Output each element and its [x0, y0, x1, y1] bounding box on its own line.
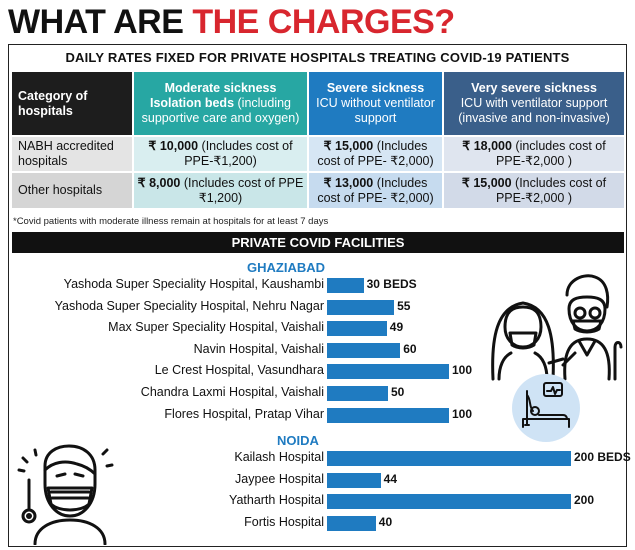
header-severe: Severe sickness ICU without ventilator s…	[307, 72, 443, 136]
facility-label: Kailash Hospital	[234, 450, 324, 464]
bed-bar	[327, 321, 387, 337]
rate-amount: ₹ 10,000	[148, 139, 199, 153]
facility-label: Fortis Hospital	[244, 514, 324, 529]
infographic-frame: DAILY RATES FIXED FOR PRIVATE HOSPITALS …	[8, 44, 631, 547]
bed-value-label: 200 BEDS	[574, 450, 631, 464]
header-moderate-bold-sub: Isolation beds	[149, 96, 235, 110]
rate-note: (Includes cost of PPE- ₹2,000)	[317, 175, 434, 205]
bed-bar	[327, 451, 571, 466]
facility-label: Yashoda Super Speciality Hospital, Nehru…	[54, 298, 324, 313]
table-subtitle: DAILY RATES FIXED FOR PRIVATE HOSPITALS …	[65, 50, 570, 65]
facility-label: Navin Hospital, Vaishali	[193, 341, 324, 356]
row-category: NABH accredited hospitals	[12, 135, 133, 172]
facility-label: Max Super Speciality Hospital, Vaishali	[108, 320, 324, 335]
header-very-severe-title: Very severe sickness	[471, 81, 597, 95]
header-severe-title: Severe sickness	[326, 81, 425, 95]
rates-table: Category of hospitals Moderate sickness …	[12, 72, 624, 208]
facility-label: Jaypee Hospital	[235, 471, 324, 486]
facility-label: Flores Hospital, Pratap Vihar	[164, 406, 324, 421]
rate-amount: ₹ 15,000	[323, 139, 374, 153]
elderly-couple-masked-illustration	[491, 274, 623, 381]
bed-value-label: 49	[389, 320, 404, 335]
rates-row-nabh: NABH accredited hospitals ₹ 10,000 (Incl…	[12, 135, 624, 172]
bed-bar	[327, 494, 571, 510]
rate-cell: ₹ 15,000 (Includes cost of PPE-₹2,000 )	[442, 171, 624, 208]
masked-man-thermometer-illustration	[17, 444, 114, 545]
bed-bar	[327, 342, 401, 358]
facilities-title: PRIVATE COVID FACILITIES	[12, 232, 624, 253]
rate-cell: ₹ 8,000 (Includes cost of PPE ₹1,200)	[132, 171, 308, 208]
rate-amount: ₹ 15,000	[461, 175, 512, 190]
bed-bar	[327, 472, 381, 488]
bed-bar	[327, 364, 449, 380]
rate-cell: ₹ 15,000 (Includes cost of PPE- ₹2,000)	[307, 135, 443, 172]
rate-note: (includes cost of PPE-₹2,000 )	[495, 139, 606, 168]
facility-label: Yatharth Hospital	[229, 493, 324, 508]
section-header: NOIDA	[277, 433, 319, 448]
bed-value-label: 30 BEDS	[366, 277, 417, 291]
headline: WHAT ARE THE CHARGES?	[8, 2, 455, 42]
footnote: *Covid patients with moderate illness re…	[13, 216, 329, 227]
header-moderate-title: Moderate sickness	[164, 81, 277, 95]
facility-label: Yashoda Super Speciality Hospital, Kaush…	[63, 277, 324, 291]
bed-value-label: 100	[452, 363, 473, 378]
bed-value-label: 55	[397, 298, 411, 313]
bed-value-label: 44	[383, 471, 398, 486]
bed-value-label: 100	[452, 406, 473, 421]
rate-amount: ₹ 18,000	[462, 139, 512, 153]
section-header: GHAZIABAD	[247, 260, 325, 275]
facility-label: Le Crest Hospital, Vasundhara	[154, 363, 324, 378]
headline-part-2: THE CHARGES?	[192, 3, 455, 41]
bed-bar	[327, 407, 449, 423]
header-very-severe-sub: ICU with ventilator support (invasive an…	[458, 96, 610, 125]
rate-cell: ₹ 13,000 (Includes cost of PPE- ₹2,000)	[307, 171, 443, 208]
bed-bar	[327, 515, 376, 531]
header-category: Category of hospitals	[12, 72, 133, 136]
bed-value-label: 200	[574, 493, 595, 508]
headline-part-1: WHAT ARE	[8, 3, 193, 41]
rate-note: (Includes cost of PPE-₹2,000 )	[495, 175, 607, 205]
header-moderate-sub: (including supportive care and oxygen)	[141, 96, 300, 125]
rate-cell: ₹ 10,000 (Includes cost of PPE-₹1,200)	[132, 135, 308, 172]
rates-header-row: Category of hospitals Moderate sickness …	[12, 72, 624, 136]
rate-amount: ₹ 13,000	[323, 175, 374, 190]
header-severe-sub: ICU without ventilator support	[316, 96, 435, 125]
rates-row-other: Other hospitals ₹ 8,000 (Includes cost o…	[12, 171, 624, 208]
bed-value-label: 50	[391, 385, 405, 399]
rate-amount: ₹ 8,000	[137, 175, 181, 190]
row-category: Other hospitals	[12, 171, 133, 208]
bed-bar	[327, 299, 395, 315]
bed-bar	[327, 278, 364, 293]
header-moderate: Moderate sickness Isolation beds (includ…	[132, 72, 308, 136]
rate-note: (Includes cost of PPE- ₹2,000)	[317, 139, 434, 168]
rate-note: (Includes cost of PPE-₹1,200)	[184, 139, 293, 168]
hospital-bed-patient-icon	[512, 374, 580, 442]
bed-value-label: 60	[403, 341, 417, 356]
header-very-severe: Very severe sickness ICU with ventilator…	[442, 72, 624, 136]
bed-value-label: 40	[378, 514, 393, 529]
rate-cell: ₹ 18,000 (includes cost of PPE-₹2,000 )	[442, 135, 624, 172]
facility-label: Chandra Laxmi Hospital, Vaishali	[140, 385, 324, 399]
bed-bar	[327, 386, 388, 401]
rate-note: (Includes cost of PPE ₹1,200)	[180, 175, 304, 205]
